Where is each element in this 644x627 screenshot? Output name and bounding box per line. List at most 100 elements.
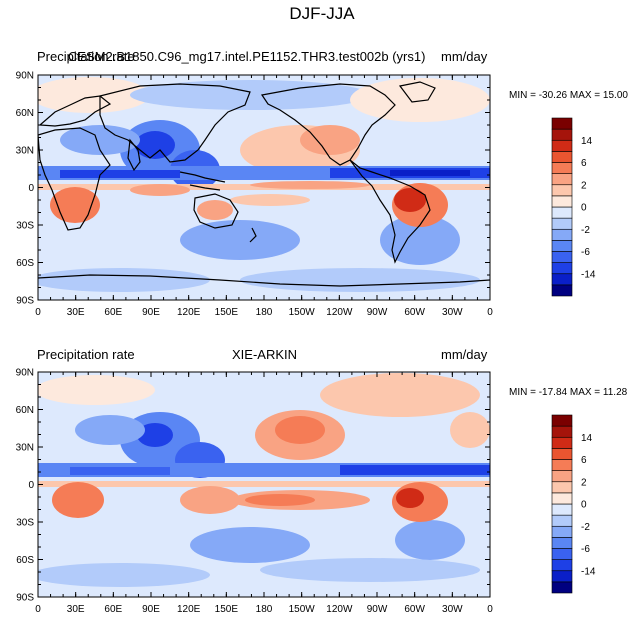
lon-tick-label: 120W — [326, 604, 353, 615]
colorbar-swatch — [551, 273, 573, 286]
colorbar-swatch — [551, 503, 573, 516]
colorbar-label: 0 — [581, 500, 587, 511]
lon-tick-label: 90E — [142, 604, 160, 615]
colorbar-swatch — [551, 570, 573, 583]
panel2-minmax: MIN = -17.84 MAX = 11.28 — [509, 387, 628, 398]
panel2-map — [38, 372, 490, 597]
colorbar-swatch — [551, 448, 573, 460]
lat-tick-label: 30N — [16, 443, 34, 454]
colorbar-label: -2 — [581, 522, 590, 533]
colorbar-label: -14 — [581, 566, 596, 577]
axis-ticks — [37, 74, 491, 598]
panel1-map — [38, 75, 490, 300]
colorbar-swatch — [551, 548, 573, 560]
colorbar-label: 14 — [581, 136, 593, 147]
colorbar-swatch — [551, 162, 573, 174]
panel1-colorbar: 14 6 2 0 -2 -6 -14 — [551, 117, 596, 297]
colorbar-swatch — [551, 139, 573, 152]
lon-tick-label: 30E — [67, 604, 85, 615]
panel2-colorbar: 14 6 2 0 -2 -6 -14 — [551, 414, 596, 594]
colorbar-swatch — [551, 459, 573, 471]
colorbar-label: 14 — [581, 433, 593, 444]
colorbar-swatch — [551, 262, 573, 275]
colorbar-swatch — [551, 559, 573, 572]
lon-tick-label: 90E — [142, 307, 160, 318]
colorbar-swatch — [551, 195, 573, 208]
colorbar-swatch — [551, 470, 573, 483]
panel1-center-label: CESM2.B1850.C96_mg17.intel.PE1152.THR3.t… — [68, 49, 426, 64]
lon-tick-label: 0 — [487, 307, 493, 318]
lon-tick-label: 120W — [326, 307, 353, 318]
lat-tick-label: 60S — [16, 258, 34, 269]
lat-tick-label: 60S — [16, 555, 34, 566]
lon-tick-label: 120E — [177, 307, 201, 318]
lon-tick-label: 150W — [289, 604, 316, 615]
colorbar-swatch — [551, 414, 573, 427]
colorbar-swatch — [551, 525, 573, 538]
colorbar-label: 2 — [581, 477, 587, 488]
panel1-right-label: mm/day — [441, 49, 488, 64]
colorbar-swatch — [551, 537, 573, 549]
colorbar-label: 2 — [581, 180, 587, 191]
lon-tick-label: 120E — [177, 604, 201, 615]
lat-tick-label: 60N — [16, 405, 34, 416]
figure-title: DJF-JJA — [289, 4, 355, 23]
lon-tick-label: 180 — [256, 307, 273, 318]
lat-tick-label: 0 — [28, 480, 34, 491]
colorbar-swatch — [551, 492, 573, 505]
panel2-right-label: mm/day — [441, 347, 488, 362]
lon-tick-label: 60W — [404, 604, 425, 615]
lon-tick-label: 180 — [256, 604, 273, 615]
colorbar-label: 0 — [581, 203, 587, 214]
lon-tick-label: 30W — [442, 604, 463, 615]
colorbar-swatch — [551, 251, 573, 263]
lon-tick-label: 30W — [442, 307, 463, 318]
colorbar-label: 6 — [581, 455, 587, 466]
lon-tick-label: 30E — [67, 307, 85, 318]
lat-tick-label: 30N — [16, 146, 34, 157]
lon-tick-label: 0 — [487, 604, 493, 615]
colorbar-label: -6 — [581, 544, 590, 555]
lon-tick-label: 60E — [104, 307, 122, 318]
lon-tick-label: 150W — [289, 307, 316, 318]
lat-tick-label: 60N — [16, 108, 34, 119]
lat-tick-label: 0 — [28, 183, 34, 194]
colorbar-swatch — [551, 436, 573, 449]
panel2-center-label: XIE-ARKIN — [231, 347, 297, 362]
colorbar-swatch — [551, 284, 573, 297]
colorbar-swatch — [551, 217, 573, 230]
colorbar-swatch — [551, 481, 573, 494]
colorbar-swatch — [551, 117, 573, 130]
colorbar-swatch — [551, 228, 573, 241]
colorbar-swatch — [551, 514, 573, 527]
colorbar-label: 6 — [581, 158, 587, 169]
lon-tick-label: 0 — [35, 307, 41, 318]
colorbar-swatch — [551, 184, 573, 197]
lat-tick-label: 90S — [16, 296, 34, 307]
colorbar-label: -2 — [581, 225, 590, 236]
lon-tick-label: 150E — [215, 307, 239, 318]
lon-tick-label: 0 — [35, 604, 41, 615]
lon-tick-label: 90W — [367, 604, 388, 615]
lon-tick-label: 60W — [404, 307, 425, 318]
panel2-left-label: Precipitation rate — [37, 347, 135, 362]
lat-tick-label: 90N — [16, 71, 34, 82]
colorbar-swatch — [551, 173, 573, 186]
lon-tick-label: 150E — [215, 604, 239, 615]
lat-tick-label: 30S — [16, 518, 34, 529]
lat-tick-label: 90N — [16, 368, 34, 379]
lat-tick-label: 30S — [16, 221, 34, 232]
lat-tick-label: 90S — [16, 593, 34, 604]
panel1-coastlines — [38, 81, 490, 287]
colorbar-swatch — [551, 240, 573, 252]
colorbar-label: -6 — [581, 247, 590, 258]
colorbar-label: -14 — [581, 269, 596, 280]
lon-tick-label: 90W — [367, 307, 388, 318]
colorbar-swatch — [551, 151, 573, 163]
colorbar-swatch — [551, 425, 573, 438]
colorbar-swatch — [551, 206, 573, 219]
colorbar-swatch — [551, 128, 573, 141]
colorbar-swatch — [551, 581, 573, 594]
